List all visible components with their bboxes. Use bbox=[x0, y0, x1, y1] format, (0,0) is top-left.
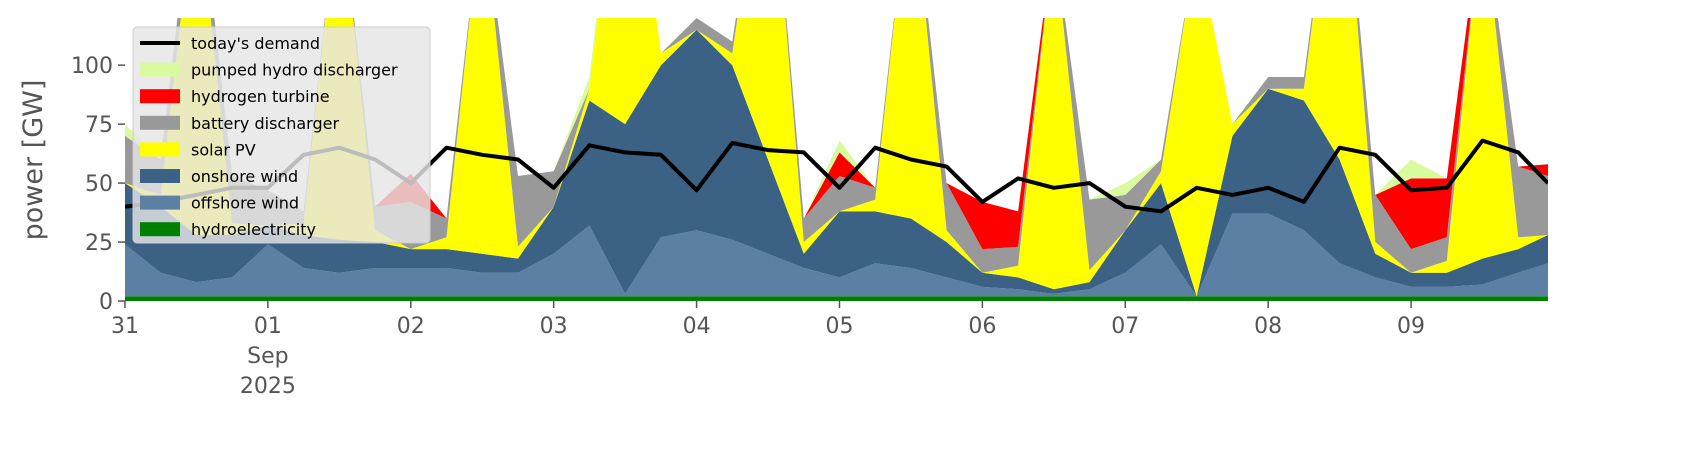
legend-label: hydroelectricity bbox=[191, 220, 316, 239]
legend-swatch bbox=[140, 195, 180, 210]
legend-label: offshore wind bbox=[191, 194, 299, 213]
area bbox=[125, 29, 1548, 297]
legend-label: solar PV bbox=[191, 140, 256, 159]
area bbox=[125, 18, 1548, 273]
legend-label: battery discharger bbox=[191, 114, 339, 133]
x-tick-label: 31 bbox=[111, 314, 139, 339]
legend-label: hydrogen turbine bbox=[191, 87, 330, 106]
x-tick-label: 05 bbox=[825, 314, 854, 339]
legend-swatch bbox=[140, 222, 180, 237]
legend-swatch bbox=[140, 169, 180, 183]
area bbox=[125, 296, 1548, 301]
area bbox=[125, 213, 1548, 297]
x-tick-label: 03 bbox=[539, 314, 568, 339]
x-tick-label: 07 bbox=[1111, 314, 1140, 339]
y-axis-label: power [GW] bbox=[18, 80, 49, 241]
y-tick-label: 100 bbox=[71, 54, 113, 79]
y-tick-label: 75 bbox=[85, 113, 113, 138]
y-tick-label: 0 bbox=[99, 290, 113, 315]
plot-area bbox=[125, 18, 1548, 301]
legend-box bbox=[132, 26, 431, 244]
legend-label: onshore wind bbox=[191, 167, 298, 186]
area bbox=[125, 18, 1548, 250]
legend-swatch bbox=[140, 142, 180, 157]
x-tick-label: 08 bbox=[1254, 314, 1283, 339]
legend-swatch bbox=[140, 89, 180, 104]
legend-label: pumped hydro discharger bbox=[191, 61, 398, 80]
x-tick-label: 06 bbox=[968, 314, 997, 339]
legend-swatch bbox=[140, 115, 180, 130]
legend-swatch bbox=[140, 62, 180, 77]
x-tick-label: 02 bbox=[396, 314, 425, 339]
y-tick-label: 25 bbox=[85, 231, 113, 256]
legend-label: today's demand bbox=[191, 34, 320, 53]
area bbox=[125, 18, 1548, 297]
x-tick-label: 04 bbox=[682, 314, 711, 339]
x-tick-label: 01 Sep 2025 bbox=[239, 314, 296, 399]
x-tick-label: 09 bbox=[1397, 314, 1426, 339]
y-tick-label: 50 bbox=[85, 172, 113, 197]
